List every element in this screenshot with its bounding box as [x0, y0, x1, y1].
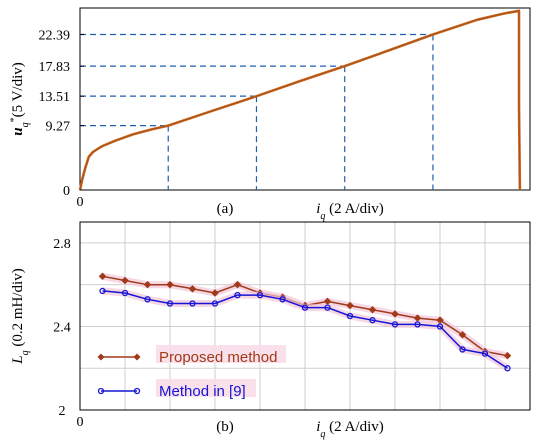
point-marker-diamond [503, 351, 512, 360]
ytick-label: 2 [59, 404, 66, 419]
legend-marker-diamond [133, 353, 141, 361]
legend: Proposed method Method in [9] [97, 345, 286, 400]
label-part: i [316, 201, 320, 217]
point-marker-circle [121, 289, 129, 297]
point-marker-circle [256, 291, 264, 299]
label-part: q [20, 350, 31, 355]
point-marker-circle [459, 346, 466, 353]
point-marker-circle [436, 323, 444, 330]
legend-label: Method in [9] [159, 383, 246, 400]
plot-frame [79, 7, 531, 191]
legend-highlight [156, 345, 286, 363]
point-marker-circle [301, 304, 309, 311]
xlabel-b: iq (2 A/div) [316, 419, 384, 440]
label-part: (0.2 mH/div) [10, 268, 26, 350]
legend-marker-diamond [97, 353, 105, 361]
point-marker-diamond [188, 284, 197, 293]
ytick-label: 2.4 [53, 320, 71, 335]
point-marker-circle [279, 296, 286, 303]
label-part: q [20, 122, 31, 127]
point-marker-diamond [233, 280, 242, 289]
caption-a: (a) [217, 201, 234, 217]
label-part: q [320, 429, 325, 440]
ytick-label: 17.83 [39, 60, 71, 75]
ylabel-a: uq*(5 V/div) [9, 62, 31, 135]
curve-uq [78, 9, 522, 191]
xlabel-a: iq (2 A/div) [316, 201, 384, 222]
point-marker-diamond [346, 301, 354, 310]
label-part: u [10, 127, 26, 135]
point-marker-diamond [166, 280, 174, 289]
label-part: q [320, 211, 325, 222]
point-marker-circle [369, 317, 376, 324]
point-marker-diamond [391, 310, 399, 318]
label-part: (2 A/div) [325, 419, 383, 435]
point-marker-circle [189, 300, 196, 307]
point-marker-diamond [121, 276, 129, 285]
point-marker-circle [166, 300, 174, 307]
ylabel-b: Lq (0.2 mH/div) [10, 268, 31, 364]
point-marker-circle [504, 365, 511, 372]
point-marker-circle [346, 312, 354, 320]
point-marker-circle [144, 296, 151, 303]
xtick-label: 0 [77, 415, 84, 430]
point-marker-circle [211, 300, 219, 307]
xtick-label: 0 [77, 195, 84, 210]
legend-highlight [156, 379, 256, 397]
label-part: L [10, 355, 26, 364]
point-marker-circle [414, 321, 421, 328]
label-part: * [9, 117, 20, 122]
legend-marker-circle [97, 387, 105, 395]
point-marker-circle [324, 304, 331, 311]
point-marker-diamond [368, 305, 377, 314]
point-marker-diamond [211, 289, 219, 297]
point-marker-circle [99, 287, 106, 295]
label-part: i [316, 419, 320, 435]
label-part: (5 V/div) [10, 62, 26, 117]
series-line-1 [102, 290, 508, 369]
label-part: (2 A/div) [325, 201, 383, 217]
point-marker-circle [391, 321, 399, 328]
curve-uq-core [79, 10, 521, 191]
ytick-label: 0 [63, 184, 70, 199]
caption-b: (b) [216, 419, 234, 435]
legend-marker-circle [133, 387, 141, 395]
point-marker-diamond [143, 280, 152, 289]
point-marker-circle [481, 350, 489, 357]
point-marker-diamond [458, 330, 467, 339]
point-marker-diamond [98, 272, 107, 281]
plot-frame [79, 221, 531, 411]
ytick-label: 2.8 [53, 237, 71, 252]
point-marker-circle [234, 291, 241, 299]
panel-b: 2 2.4 2.8 0 Lq (0.2 mH/div) Proposed method Me… [10, 221, 531, 440]
ytick-label: 13.51 [39, 90, 71, 105]
ytick-label: 22.39 [39, 28, 71, 43]
legend-label: Proposed method [159, 349, 277, 366]
ytick-label: 9.27 [46, 120, 71, 135]
